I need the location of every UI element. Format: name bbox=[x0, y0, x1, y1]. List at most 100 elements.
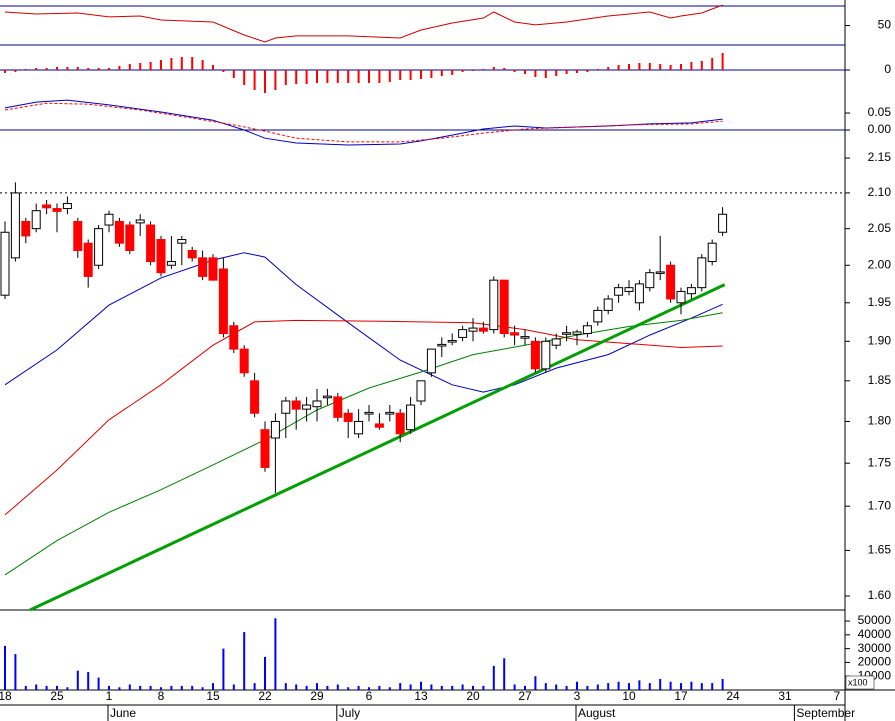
candle-body bbox=[31, 210, 41, 230]
bar bbox=[461, 684, 464, 690]
bar bbox=[139, 685, 142, 690]
unit-box bbox=[845, 675, 875, 690]
bar bbox=[659, 678, 662, 690]
bar bbox=[690, 681, 693, 690]
bar bbox=[669, 681, 672, 690]
candle-body bbox=[42, 204, 52, 209]
bar bbox=[35, 68, 38, 70]
indicator-line bbox=[4, 312, 723, 576]
bar bbox=[253, 683, 256, 690]
candle-body bbox=[624, 287, 634, 292]
bar bbox=[180, 57, 183, 70]
bar bbox=[420, 681, 422, 690]
bar bbox=[118, 66, 121, 70]
candle-body bbox=[697, 257, 707, 289]
bar bbox=[128, 684, 131, 690]
candle-body bbox=[146, 224, 156, 263]
bar bbox=[76, 67, 79, 70]
bar bbox=[326, 70, 329, 83]
bar bbox=[440, 685, 443, 690]
candle-body bbox=[83, 242, 93, 277]
month-label: July bbox=[339, 706, 360, 720]
bar bbox=[555, 684, 558, 690]
bar bbox=[264, 70, 266, 93]
y-tick-label: 1.95 bbox=[868, 295, 892, 309]
bar bbox=[648, 63, 651, 70]
candle-body bbox=[468, 327, 478, 332]
candle-body bbox=[530, 340, 540, 370]
x-tick-label: 29 bbox=[310, 689, 324, 703]
candle-body bbox=[270, 420, 280, 439]
bar bbox=[128, 64, 131, 70]
bar bbox=[586, 70, 589, 72]
candle-body bbox=[364, 411, 374, 415]
bar bbox=[212, 683, 214, 690]
bar bbox=[97, 677, 100, 690]
bar bbox=[628, 64, 630, 70]
bar bbox=[284, 683, 287, 690]
y-tick-label: 50 bbox=[878, 18, 892, 32]
month-label: June bbox=[110, 706, 136, 720]
bar bbox=[66, 687, 69, 690]
candle-body bbox=[551, 338, 561, 346]
x-tick-label: 25 bbox=[50, 689, 64, 703]
candle-body bbox=[177, 239, 187, 244]
bar bbox=[180, 685, 183, 690]
bar bbox=[368, 687, 370, 690]
bar bbox=[555, 70, 558, 76]
bar bbox=[222, 648, 225, 690]
bar bbox=[628, 683, 630, 690]
bar bbox=[638, 680, 641, 690]
bar bbox=[430, 684, 433, 690]
y-tick-label: 2.05 bbox=[868, 221, 892, 235]
bar bbox=[149, 685, 152, 690]
bar bbox=[596, 69, 599, 70]
bar bbox=[87, 672, 90, 690]
bar bbox=[191, 57, 194, 70]
x-tick-label: 13 bbox=[414, 689, 428, 703]
x-tick-label: 22 bbox=[258, 689, 272, 703]
x-tick-label: 3 bbox=[574, 689, 581, 703]
candle-body bbox=[686, 287, 696, 295]
bar bbox=[243, 632, 246, 690]
bar bbox=[87, 68, 90, 70]
bar bbox=[461, 70, 464, 72]
y-tick-label: 0 bbox=[884, 62, 891, 76]
bar bbox=[305, 70, 308, 84]
y-tick-label: 2.10 bbox=[868, 185, 892, 199]
bar bbox=[399, 683, 402, 690]
bar bbox=[503, 658, 506, 690]
bar bbox=[721, 53, 724, 70]
bar bbox=[336, 70, 339, 83]
bar bbox=[669, 65, 672, 70]
bar bbox=[4, 70, 6, 73]
y-tick-label: 1.60 bbox=[868, 588, 892, 602]
candle-body bbox=[208, 257, 218, 281]
month-label: August bbox=[578, 706, 616, 720]
x-tick-label: 17 bbox=[674, 689, 688, 703]
bar bbox=[648, 683, 651, 690]
bar bbox=[607, 683, 610, 690]
x-tick-label: 24 bbox=[726, 689, 740, 703]
candle-body bbox=[302, 404, 312, 410]
bar bbox=[503, 68, 506, 70]
candle-body bbox=[614, 287, 624, 296]
indicator-line bbox=[4, 319, 723, 516]
bar bbox=[316, 70, 318, 83]
candle-body bbox=[582, 325, 592, 335]
bar bbox=[243, 70, 246, 85]
bar bbox=[295, 684, 298, 690]
bar bbox=[513, 684, 516, 690]
bar bbox=[66, 67, 69, 70]
candle-body bbox=[603, 298, 613, 311]
candle-body bbox=[166, 261, 176, 266]
bar bbox=[149, 62, 152, 70]
candle-body bbox=[562, 332, 572, 335]
bar bbox=[222, 70, 225, 72]
bar bbox=[97, 68, 100, 70]
candle-body bbox=[718, 213, 728, 233]
bar bbox=[596, 684, 599, 690]
bar bbox=[45, 685, 48, 690]
bar bbox=[690, 62, 693, 70]
